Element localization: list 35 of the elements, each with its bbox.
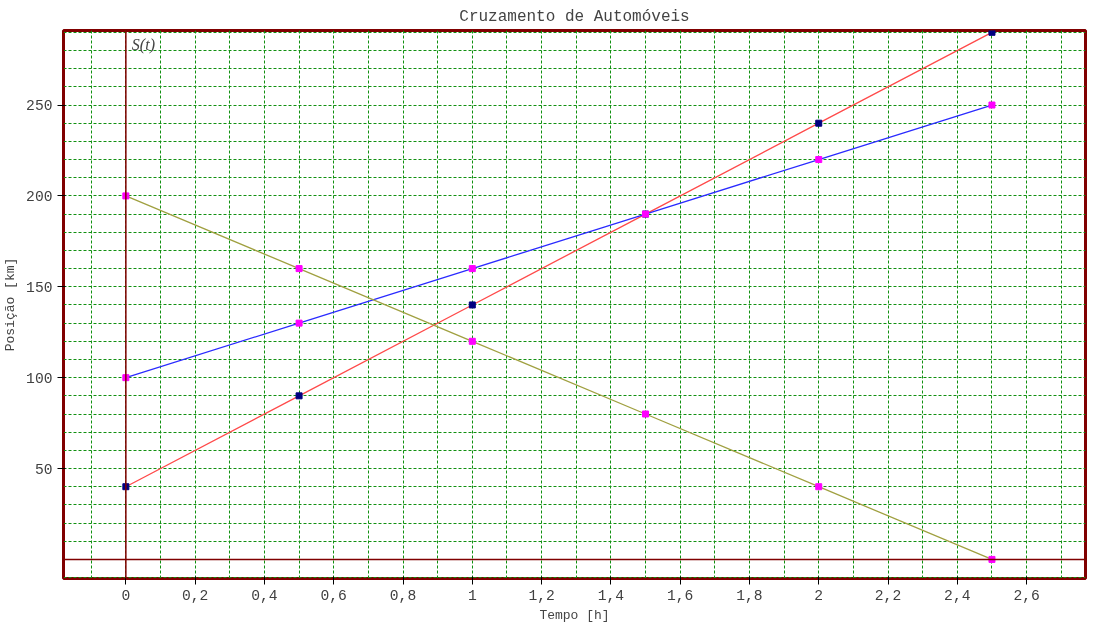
y-tick-label: 250 (26, 98, 53, 115)
point (815, 119, 823, 127)
x-tick-label: 0,2 (181, 587, 209, 604)
y-tick-label: 100 (26, 370, 53, 387)
point (295, 319, 303, 327)
point (988, 101, 996, 109)
x-tick-label: 0,6 (320, 587, 347, 604)
point (642, 410, 650, 418)
ref-line-label: S(t) (131, 35, 155, 54)
point (468, 301, 476, 309)
x-tick-label: 1 (467, 587, 477, 604)
point (468, 265, 476, 273)
point (468, 337, 476, 345)
x-tick-label: 2 (814, 587, 824, 604)
x-axis-title: Tempo [h] (539, 607, 610, 623)
x-tick-label: 1,8 (736, 587, 763, 604)
point (988, 30, 996, 36)
x-tick-label: 2,4 (944, 587, 971, 604)
point (295, 392, 303, 400)
x-tick-label: 0 (121, 587, 131, 604)
y-axis-title: Posição [km] (3, 257, 19, 352)
x-tick-label: 1,4 (597, 587, 625, 604)
x-tick-label: 1,6 (666, 587, 694, 604)
x-tick-label: 0,8 (389, 587, 417, 604)
y-tick-label: 150 (26, 279, 53, 296)
point (295, 265, 303, 273)
y-tick-label: 50 (34, 461, 53, 478)
x-tick-label: 2,2 (874, 587, 902, 604)
chart-title: Cruzamento de Automóveis (459, 7, 690, 26)
point (815, 156, 823, 164)
x-tick-label: 1,2 (528, 587, 555, 604)
point (815, 483, 823, 491)
y-tick-label: 200 (26, 188, 53, 205)
x-tick-label: 0,4 (251, 587, 278, 604)
x-tick-label: 2,6 (1013, 587, 1040, 604)
